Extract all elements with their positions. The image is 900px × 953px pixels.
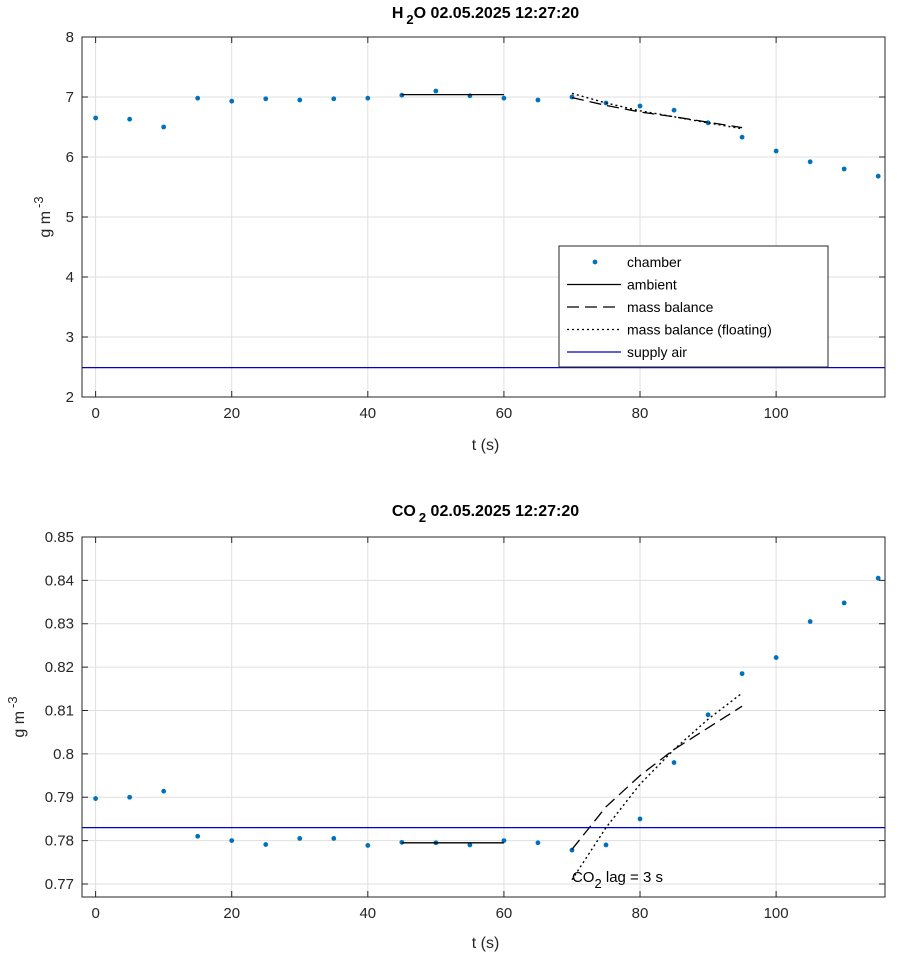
data-layer	[82, 88, 885, 369]
x-tick-label: 0	[91, 905, 99, 922]
x-tick-label: 60	[496, 905, 513, 922]
data-point-chamber-18	[705, 712, 711, 718]
data-point-chamber-14	[569, 94, 575, 100]
lag-annotation: CO2 lag = 3 s	[572, 869, 663, 891]
y-tick-label: 3	[66, 329, 74, 346]
data-point-chamber-17	[671, 107, 677, 113]
data-point-chamber-12	[501, 838, 507, 844]
plot-area	[82, 537, 885, 897]
x-tick-label: 100	[764, 905, 789, 922]
x-tick-label: 60	[496, 405, 513, 422]
x-tick-label: 20	[223, 405, 240, 422]
chart-panel-1: 0 20 40 60 80 100 2 3 4 5 6 7 8 H 2O 02.05.2025 12:27:…	[31, 5, 886, 454]
legend-label: chamber	[627, 254, 682, 270]
chart-panel-2: 0 20 40 60 80 100 0.77 0.78 0.79 0.8 0.81 0.82 0.83 0…	[5, 503, 886, 952]
y-tick-label: 0.83	[45, 616, 74, 633]
legend-label: supply air	[627, 344, 687, 360]
data-point-chamber-14	[569, 847, 575, 853]
data-point-chamber-12	[501, 95, 507, 101]
y-tick-label: 0.79	[45, 789, 74, 806]
ticks: 0 20 40 60 80 100 0.77 0.78 0.79 0.8 0.81 0.82 0.83 0…	[45, 529, 885, 922]
x-axis-label: t (s)	[472, 935, 500, 952]
data-point-chamber-0	[93, 796, 99, 801]
data-point-chamber-13	[535, 840, 541, 846]
legend-swatch	[592, 259, 598, 265]
data-point-chamber-0	[93, 115, 99, 121]
chart-title: CO 2 02.05.2025 12:27:20	[392, 503, 579, 525]
series-line-mass-balance-floating-	[571, 692, 743, 881]
y-axis-label: g m-3	[5, 696, 28, 737]
x-tick-label: 20	[223, 905, 240, 922]
data-point-chamber-4	[229, 98, 235, 104]
ticks: 0 20 40 60 80 100 2 3 4 5 6 7 8	[66, 29, 885, 422]
data-point-chamber-21	[807, 159, 813, 165]
data-point-chamber-3	[195, 833, 201, 839]
legend: chamber ambient mass balance mass balance (…	[558, 245, 829, 368]
data-point-chamber-4	[229, 838, 235, 844]
data-point-chamber-19	[739, 671, 745, 677]
y-tick-label: 0.81	[45, 702, 74, 719]
y-tick-label: 0.85	[45, 529, 74, 546]
data-point-chamber-8	[365, 95, 371, 101]
x-tick-label: 80	[632, 405, 649, 422]
data-point-chamber-15	[603, 842, 609, 848]
data-point-chamber-22	[841, 600, 847, 606]
series-line-mass-balance-floating-	[571, 92, 743, 130]
data-point-chamber-2	[161, 124, 167, 130]
data-point-chamber-23	[875, 575, 881, 581]
series-line-mass-balance	[571, 705, 743, 850]
x-tick-label: 40	[359, 905, 376, 922]
data-point-chamber-20	[773, 148, 779, 154]
data-point-chamber-1	[127, 794, 133, 800]
x-tick-label: 40	[359, 405, 376, 422]
x-tick-label: 80	[632, 905, 649, 922]
data-point-chamber-10	[433, 88, 439, 94]
data-point-chamber-16	[637, 103, 643, 109]
data-point-chamber-23	[875, 173, 881, 179]
data-point-chamber-13	[535, 97, 541, 103]
y-tick-label: 8	[66, 29, 74, 46]
y-tick-label: 0.84	[45, 572, 74, 589]
data-point-chamber-1	[127, 116, 133, 122]
x-axis-label: t (s)	[472, 437, 500, 454]
y-tick-label: 5	[66, 209, 74, 226]
legend-label: mass balance (floating)	[627, 322, 772, 338]
data-point-chamber-6	[297, 97, 303, 103]
data-layer	[82, 575, 885, 881]
data-point-chamber-11	[467, 842, 473, 848]
data-point-chamber-6	[297, 836, 303, 841]
y-tick-label: 2	[66, 389, 74, 406]
y-tick-label: 0.82	[45, 659, 74, 676]
x-tick-label: 100	[764, 405, 789, 422]
data-point-chamber-16	[637, 816, 643, 822]
chart-title: H 2O 02.05.2025 12:27:20	[392, 5, 579, 27]
y-tick-label: 7	[66, 89, 74, 106]
data-point-chamber-8	[365, 842, 371, 848]
data-point-chamber-5	[263, 842, 269, 847]
y-tick-label: 0.8	[53, 746, 74, 763]
axes-box	[81, 536, 886, 898]
data-point-chamber-7	[331, 96, 337, 102]
legend-marker	[592, 259, 598, 265]
series-line-mass-balance	[571, 96, 743, 129]
data-point-chamber-19	[739, 134, 745, 140]
data-point-chamber-20	[773, 655, 779, 660]
y-tick-label: 6	[66, 149, 74, 166]
data-point-chamber-22	[841, 166, 847, 172]
x-tick-label: 0	[91, 405, 99, 422]
y-tick-label: 4	[66, 269, 74, 286]
y-tick-label: 0.77	[45, 876, 74, 893]
data-point-chamber-17	[671, 760, 677, 765]
data-point-chamber-7	[331, 836, 337, 841]
data-point-chamber-5	[263, 96, 269, 102]
legend-label: mass balance	[627, 299, 714, 315]
y-axis-label: g m-3	[31, 196, 54, 237]
legend-label: ambient	[627, 277, 677, 293]
y-tick-label: 0.78	[45, 833, 74, 850]
data-point-chamber-2	[161, 788, 167, 794]
data-point-chamber-21	[807, 619, 813, 624]
data-point-chamber-3	[195, 95, 201, 101]
